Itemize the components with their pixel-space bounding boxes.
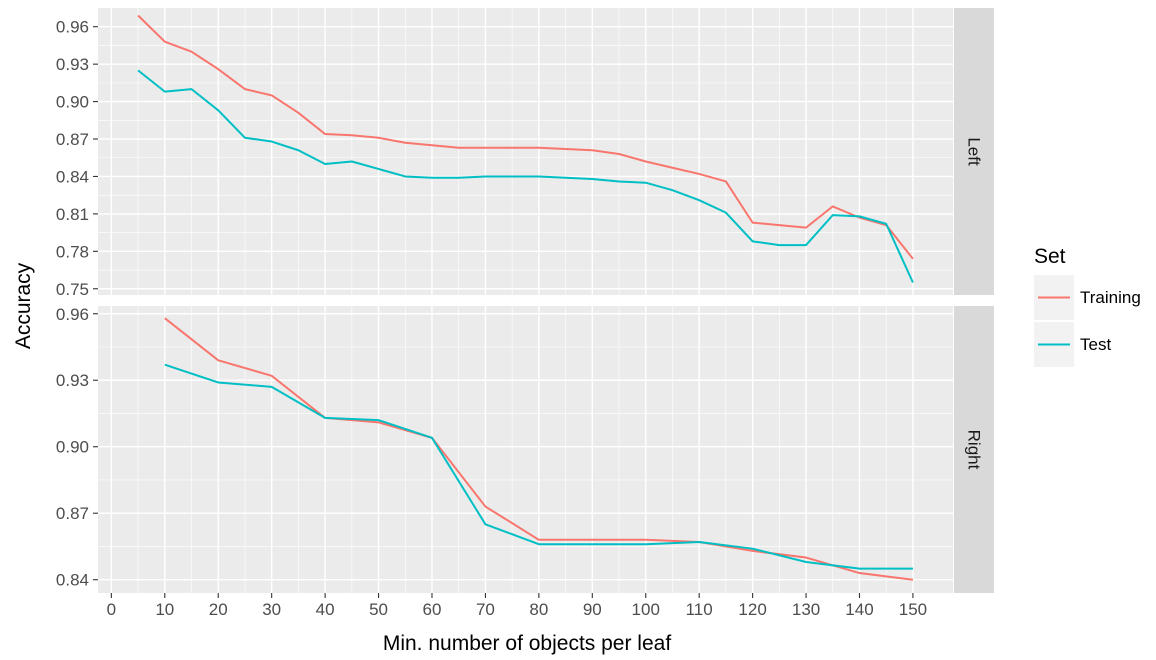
x-tick-label: 110 (686, 600, 713, 619)
legend-title: Set (1034, 245, 1066, 268)
panel-right: 0.84 0.87 0.90 0.93 0.96 Right (56, 305, 994, 593)
x-tick-label: 50 (369, 600, 388, 619)
x-tick-label: 70 (476, 600, 495, 619)
x-axis: 0 10 20 30 40 50 60 70 80 90 100 110 120 130 140 150 (107, 593, 927, 619)
facet-strip-label: Right (965, 430, 984, 470)
y-tick-label: 0.75 (56, 280, 89, 299)
x-tick-label: 100 (632, 600, 660, 619)
x-tick-label: 120 (738, 600, 766, 619)
series-line-training-left (137, 14, 914, 260)
y-tick-label: 0.90 (56, 438, 89, 457)
x-tick-label: 0 (107, 600, 116, 619)
panel-background (98, 306, 953, 593)
y-tick-label: 0.90 (56, 93, 89, 112)
x-tick-label: 10 (155, 600, 174, 619)
x-tick-label: 60 (423, 600, 442, 619)
x-tick-label: 140 (845, 600, 873, 619)
y-tick-label: 0.87 (56, 130, 89, 149)
facet-strip (954, 306, 994, 593)
legend-label-test: Test (1080, 335, 1111, 354)
panel-left: 0.75 0.78 0.81 0.84 0.87 0.90 0.93 0.96 Left (56, 8, 994, 299)
x-tick-label: 150 (899, 600, 927, 619)
y-tick-label: 0.93 (56, 55, 89, 74)
x-tick-label: 30 (262, 600, 281, 619)
y-tick-label: 0.87 (56, 504, 89, 523)
series-line-training-right (164, 317, 914, 581)
x-tick-label: 130 (792, 600, 820, 619)
panel-background (98, 8, 953, 295)
x-axis-title: Min. number of objects per leaf (383, 632, 671, 655)
y-axis-title: Accuracy (12, 262, 35, 349)
panels: 0.75 0.78 0.81 0.84 0.87 0.90 0.93 0.96 Left 0.84… (56, 8, 994, 593)
y-tick-label: 0.96 (56, 305, 89, 324)
x-tick-label: 90 (583, 600, 602, 619)
x-tick-label: 20 (209, 600, 228, 619)
x-tick-label: 80 (529, 600, 548, 619)
facet-strip (954, 8, 994, 295)
y-tick-label: 0.84 (56, 167, 89, 186)
legend-items: Training Test (1034, 275, 1141, 367)
facet-strip-label: Left (965, 137, 984, 166)
legend-label-training: Training (1080, 288, 1141, 307)
y-tick-label: 0.96 (56, 18, 89, 37)
y-tick-label: 0.84 (56, 571, 89, 590)
legend: Set Training Test (1034, 245, 1141, 367)
y-tick-label: 0.78 (56, 242, 89, 261)
series-line-test-left (137, 69, 914, 283)
y-tick-label: 0.81 (56, 205, 89, 224)
series-line-test-right (164, 363, 913, 570)
x-tick-label: 40 (316, 600, 335, 619)
y-tick-label: 0.93 (56, 371, 89, 390)
